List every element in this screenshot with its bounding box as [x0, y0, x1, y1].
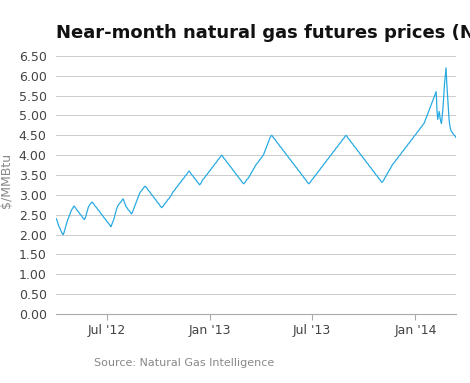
- Text: Source: Natural Gas Intelligence: Source: Natural Gas Intelligence: [94, 358, 274, 368]
- Text: Near-month natural gas futures prices (Nymex): Near-month natural gas futures prices (N…: [56, 24, 470, 42]
- Y-axis label: $/MMBtu: $/MMBtu: [0, 152, 13, 208]
